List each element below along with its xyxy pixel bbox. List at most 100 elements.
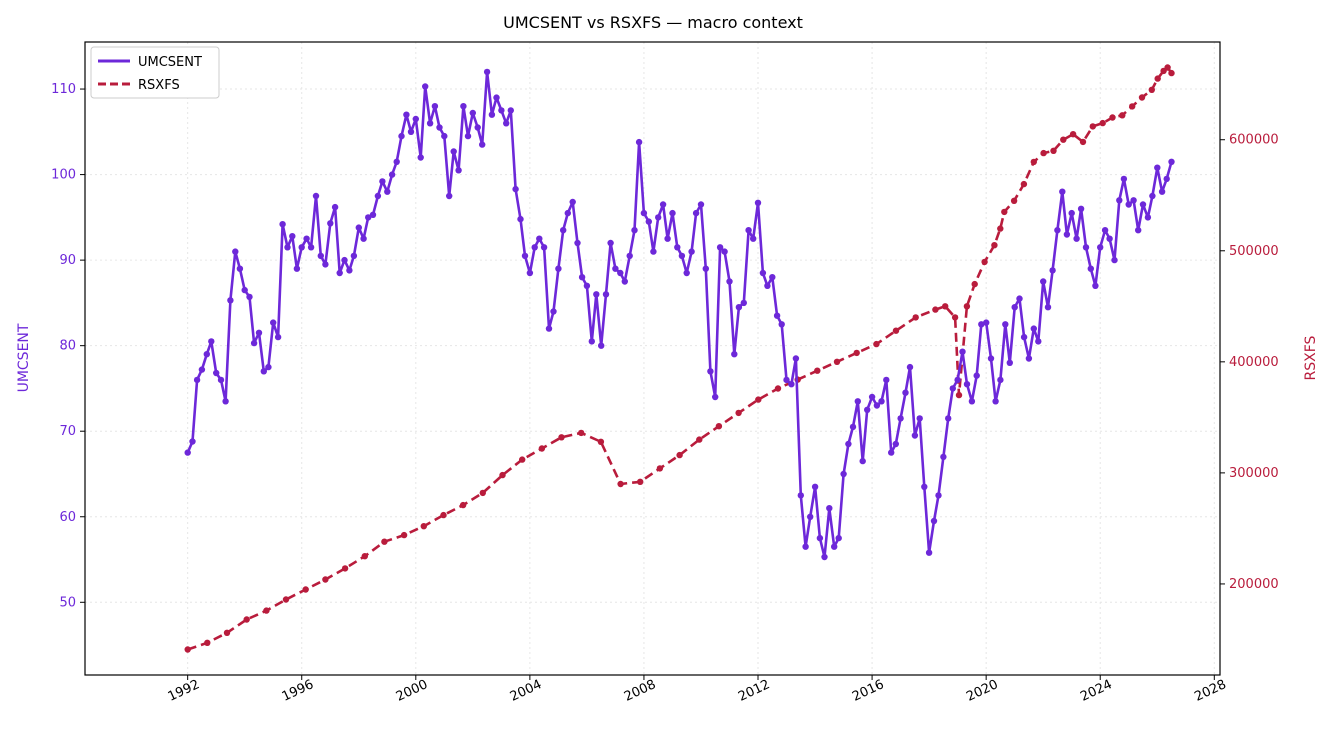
- point-umcsent: [645, 218, 652, 225]
- point-umcsent: [578, 274, 586, 281]
- point-umcsent: [607, 239, 614, 247]
- point-rsxfs: [538, 445, 546, 452]
- point-rsxfs: [814, 367, 821, 374]
- point-umcsent: [807, 513, 814, 520]
- point-umcsent: [460, 103, 467, 110]
- point-umcsent: [298, 244, 305, 251]
- point-rsxfs: [991, 242, 998, 249]
- point-umcsent: [521, 252, 529, 260]
- point-umcsent: [1059, 188, 1066, 195]
- point-umcsent: [388, 171, 396, 178]
- point-umcsent: [750, 235, 757, 242]
- point-umcsent: [1101, 227, 1109, 234]
- point-rsxfs: [656, 465, 664, 472]
- point-umcsent: [845, 440, 852, 448]
- point-umcsent: [1087, 265, 1095, 272]
- point-umcsent: [498, 107, 505, 114]
- point-rsxfs: [1119, 112, 1126, 119]
- point-umcsent: [1116, 197, 1123, 204]
- point-umcsent: [821, 553, 828, 561]
- point-rsxfs: [955, 391, 963, 399]
- point-umcsent: [754, 199, 762, 206]
- point-umcsent: [446, 192, 453, 200]
- point-umcsent: [968, 398, 976, 405]
- point-umcsent: [507, 107, 514, 114]
- point-umcsent: [987, 355, 995, 362]
- point-umcsent: [184, 449, 191, 456]
- point-umcsent: [797, 492, 804, 499]
- point-umcsent: [469, 109, 476, 117]
- x-axis: 1992 1996 2000 2004 2008 2012 2016 2020 2024 2028: [166, 675, 1229, 705]
- point-umcsent: [712, 393, 719, 401]
- point-umcsent: [716, 244, 724, 251]
- point-rsxfs: [499, 471, 506, 479]
- point-umcsent: [669, 209, 676, 217]
- point-umcsent: [1097, 244, 1104, 251]
- x-tick-label: 2028: [1192, 677, 1228, 705]
- y-right-tick-label: 300000: [1229, 466, 1279, 481]
- point-umcsent: [331, 203, 339, 211]
- y-left-tick-label: 80: [59, 339, 76, 354]
- point-rsxfs: [774, 385, 782, 392]
- point-umcsent: [631, 227, 638, 234]
- point-umcsent: [911, 432, 919, 439]
- point-umcsent: [1168, 158, 1175, 165]
- point-rsxfs: [755, 396, 762, 403]
- point-umcsent: [664, 235, 671, 242]
- point-umcsent: [740, 299, 747, 307]
- y-left-tick-label: 70: [59, 424, 76, 439]
- point-umcsent: [431, 103, 439, 110]
- point-umcsent: [721, 248, 728, 255]
- series-line-umcsent: [186, 70, 1173, 559]
- point-umcsent: [417, 154, 424, 161]
- point-umcsent: [1106, 235, 1113, 242]
- point-umcsent: [859, 457, 866, 465]
- point-umcsent: [878, 398, 885, 405]
- point-umcsent: [1049, 267, 1056, 274]
- point-umcsent: [688, 248, 695, 255]
- point-rsxfs: [1089, 123, 1097, 130]
- point-rsxfs: [932, 306, 939, 313]
- point-umcsent: [540, 244, 548, 251]
- point-umcsent: [655, 214, 662, 221]
- point-rsxfs: [873, 340, 880, 348]
- x-tick-label: 2004: [508, 677, 544, 705]
- point-rsxfs: [833, 358, 841, 365]
- grid: [85, 42, 1220, 675]
- point-umcsent: [346, 267, 353, 274]
- point-umcsent: [588, 338, 595, 345]
- point-umcsent: [483, 68, 491, 76]
- point-rsxfs: [1099, 119, 1106, 127]
- point-umcsent: [949, 385, 956, 392]
- point-umcsent: [1077, 205, 1085, 212]
- point-rsxfs: [1001, 208, 1008, 216]
- point-umcsent: [921, 483, 928, 490]
- x-tick-label: 2008: [622, 677, 658, 705]
- y-left-tick-label: 100: [51, 168, 76, 183]
- point-umcsent: [189, 438, 196, 445]
- point-umcsent: [840, 470, 847, 478]
- point-rsxfs: [381, 538, 388, 545]
- point-umcsent: [1002, 321, 1009, 328]
- point-rsxfs: [558, 434, 565, 441]
- point-umcsent: [816, 534, 824, 542]
- point-umcsent: [517, 215, 524, 223]
- point-rsxfs: [1138, 94, 1146, 101]
- point-umcsent: [422, 83, 429, 90]
- point-rsxfs: [1060, 136, 1067, 143]
- point-umcsent: [773, 312, 781, 319]
- point-umcsent: [260, 368, 267, 375]
- point-umcsent: [1125, 201, 1132, 208]
- point-rsxfs: [963, 303, 971, 310]
- point-rsxfs: [735, 409, 742, 417]
- legend-label-umcsent: UMCSENT: [138, 55, 202, 70]
- y-left-tick-label: 60: [59, 510, 76, 525]
- point-umcsent: [479, 141, 486, 148]
- point-umcsent: [374, 192, 382, 200]
- point-umcsent: [826, 505, 833, 512]
- point-umcsent: [213, 369, 220, 377]
- point-umcsent: [303, 235, 310, 242]
- point-umcsent: [1092, 282, 1099, 289]
- point-rsxfs: [981, 258, 988, 266]
- point-umcsent: [1011, 304, 1018, 311]
